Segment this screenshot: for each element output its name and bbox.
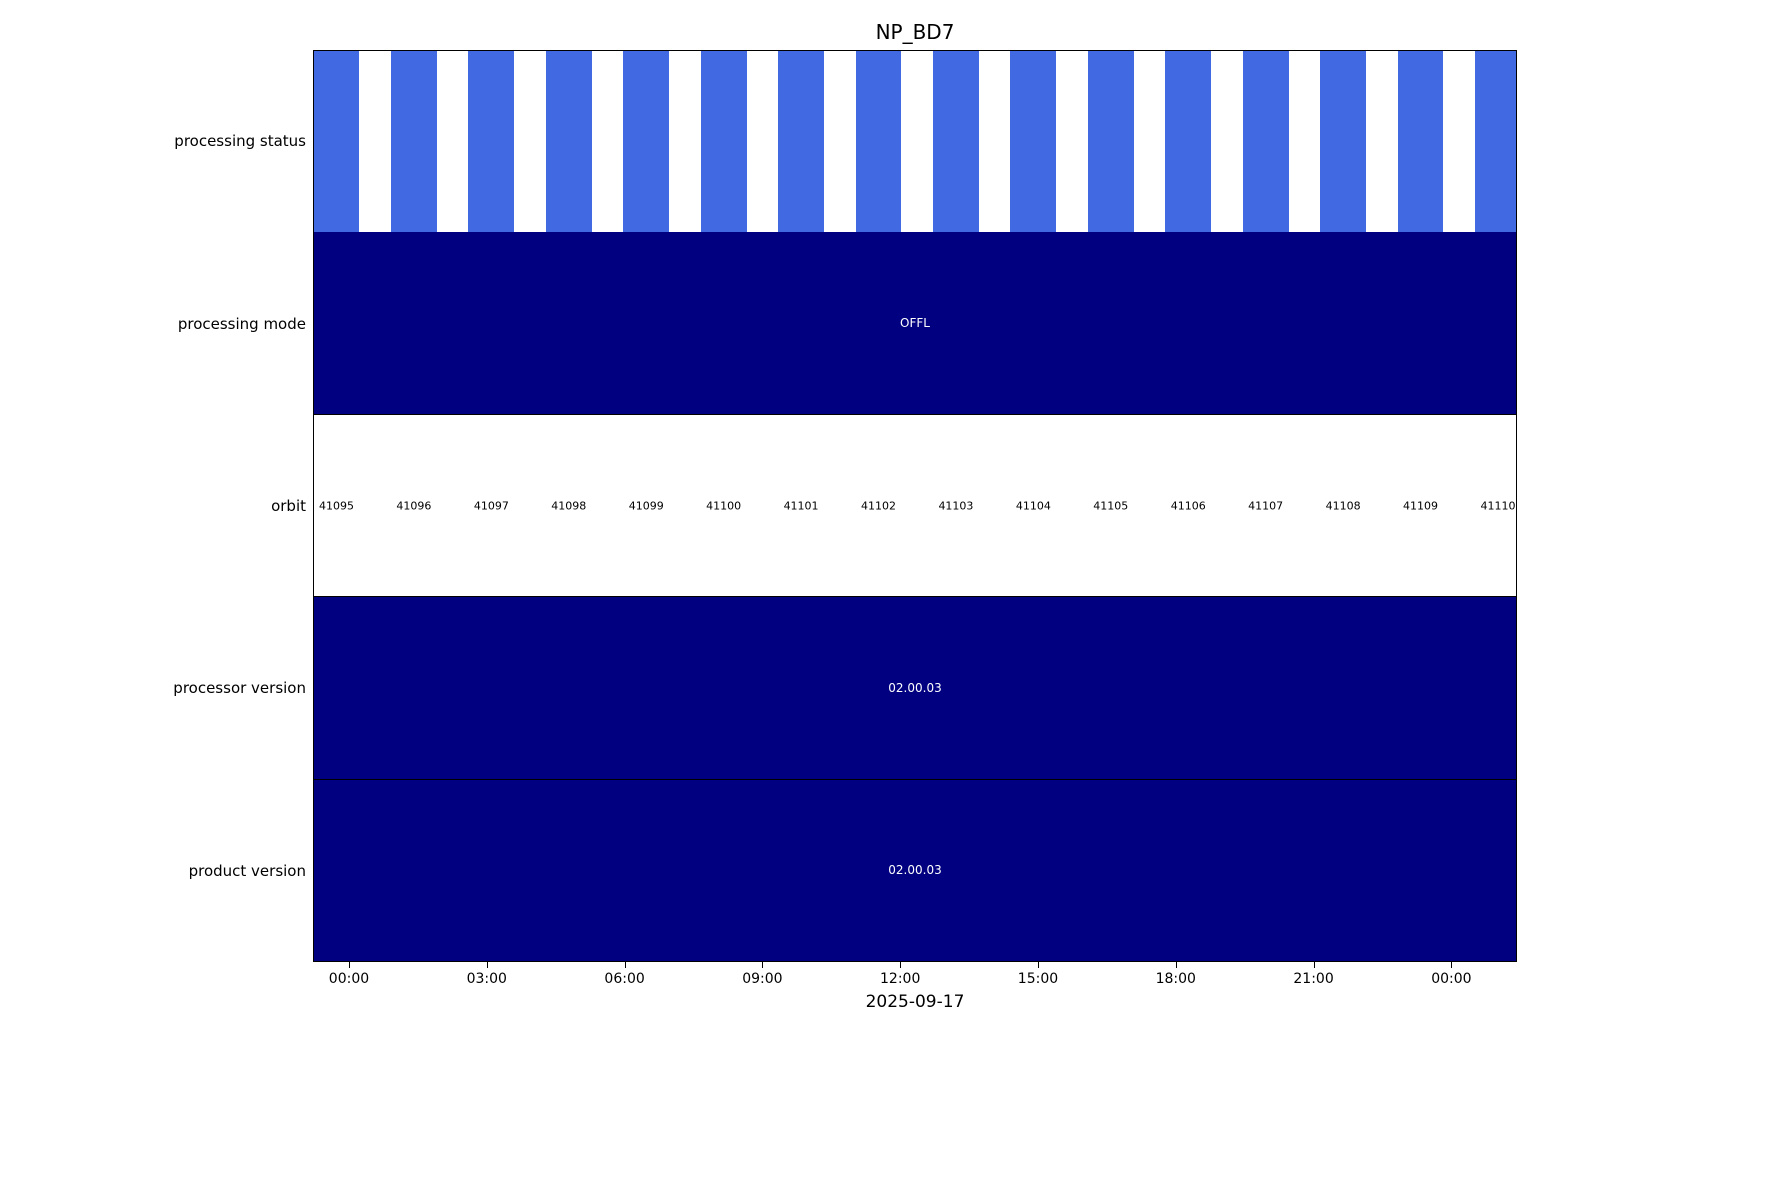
row-processor-version: 02.00.03 bbox=[314, 597, 1516, 779]
x-tick-label: 21:00 bbox=[1293, 971, 1334, 987]
x-tick-mark bbox=[1313, 962, 1315, 968]
x-tick-mark bbox=[348, 962, 350, 968]
product-version-value: 02.00.03 bbox=[888, 863, 942, 878]
x-axis: 00:00 03:00 06:00 09:00 12:00 15:00 18:00 21:00… bbox=[313, 962, 1517, 994]
status-bar-segment bbox=[390, 51, 437, 233]
processing-mode-value: OFFL bbox=[900, 316, 930, 331]
status-bar-segment bbox=[468, 51, 515, 233]
orbit-number: 41109 bbox=[1403, 499, 1439, 513]
orbit-number: 41103 bbox=[938, 499, 974, 513]
orbit-number: 41106 bbox=[1170, 499, 1206, 513]
x-tick-mark bbox=[900, 962, 902, 968]
row-label-processor-version: processor version bbox=[173, 679, 306, 697]
x-tick-mark bbox=[1037, 962, 1039, 968]
x-tick-label: 03:00 bbox=[466, 971, 507, 987]
orbit-number: 41099 bbox=[628, 499, 664, 513]
orbit-number: 41108 bbox=[1325, 499, 1361, 513]
row-label-processing-mode: processing mode bbox=[177, 315, 306, 333]
row-processing-status bbox=[314, 51, 1516, 233]
status-bar-segment bbox=[855, 51, 902, 233]
status-bar-segment bbox=[314, 51, 360, 233]
status-bar-segment bbox=[1320, 51, 1367, 233]
row-label-orbit: orbit bbox=[271, 497, 306, 515]
orbit-number: 41095 bbox=[318, 499, 354, 513]
orbit-number: 41098 bbox=[551, 499, 587, 513]
x-axis-date-label: 2025-09-17 bbox=[865, 992, 965, 1012]
orbit-number: 41107 bbox=[1248, 499, 1284, 513]
row-processing-mode: OFFL bbox=[314, 232, 1516, 414]
x-tick-mark bbox=[1451, 962, 1453, 968]
status-bar-segment bbox=[545, 51, 592, 233]
x-tick-label: 12:00 bbox=[880, 971, 921, 987]
orbit-number: 41105 bbox=[1093, 499, 1129, 513]
x-tick-label: 15:00 bbox=[1017, 971, 1059, 987]
status-bar-segment bbox=[932, 51, 979, 233]
status-bar-segment bbox=[623, 51, 670, 233]
x-tick-mark bbox=[762, 962, 764, 968]
status-bar-segment bbox=[1165, 51, 1212, 233]
plot-area: OFFL 41095 41096 41097 41098 41099 41100 41101… bbox=[313, 50, 1517, 962]
x-tick-label: 06:00 bbox=[604, 971, 645, 987]
status-bar-segment bbox=[1087, 51, 1134, 233]
x-tick-mark bbox=[486, 962, 488, 968]
orbit-number: 41097 bbox=[473, 499, 509, 513]
x-tick-mark bbox=[624, 962, 626, 968]
orbit-number: 41100 bbox=[706, 499, 742, 513]
orbit-number: 41101 bbox=[783, 499, 819, 513]
row-orbit: 41095 41096 41097 41098 41099 41100 41101 41102… bbox=[314, 413, 1516, 598]
row-label-product-version: product version bbox=[188, 862, 306, 880]
orbit-number: 41102 bbox=[861, 499, 896, 513]
status-bar-segment bbox=[1475, 51, 1516, 233]
row-label-processing-status: processing status bbox=[174, 132, 306, 150]
chart-title: NP_BD7 bbox=[875, 20, 955, 44]
x-tick-label: 18:00 bbox=[1155, 971, 1196, 987]
x-tick-label: 00:00 bbox=[1431, 971, 1472, 987]
status-bar-segment bbox=[700, 51, 747, 233]
x-tick-mark bbox=[1175, 962, 1177, 968]
row-product-version: 02.00.03 bbox=[314, 778, 1516, 961]
x-tick-label: 09:00 bbox=[742, 971, 783, 987]
status-bar-segment bbox=[1242, 51, 1289, 233]
status-bar-segment bbox=[778, 51, 825, 233]
processor-version-value: 02.00.03 bbox=[888, 680, 942, 695]
status-bar-segment bbox=[1397, 51, 1444, 233]
orbit-number: 41096 bbox=[396, 499, 432, 513]
orbit-number: 41104 bbox=[1015, 499, 1051, 513]
status-bar-segment bbox=[1010, 51, 1057, 233]
x-tick-label: 00:00 bbox=[328, 971, 370, 987]
orbit-number: 41110 bbox=[1480, 499, 1516, 513]
